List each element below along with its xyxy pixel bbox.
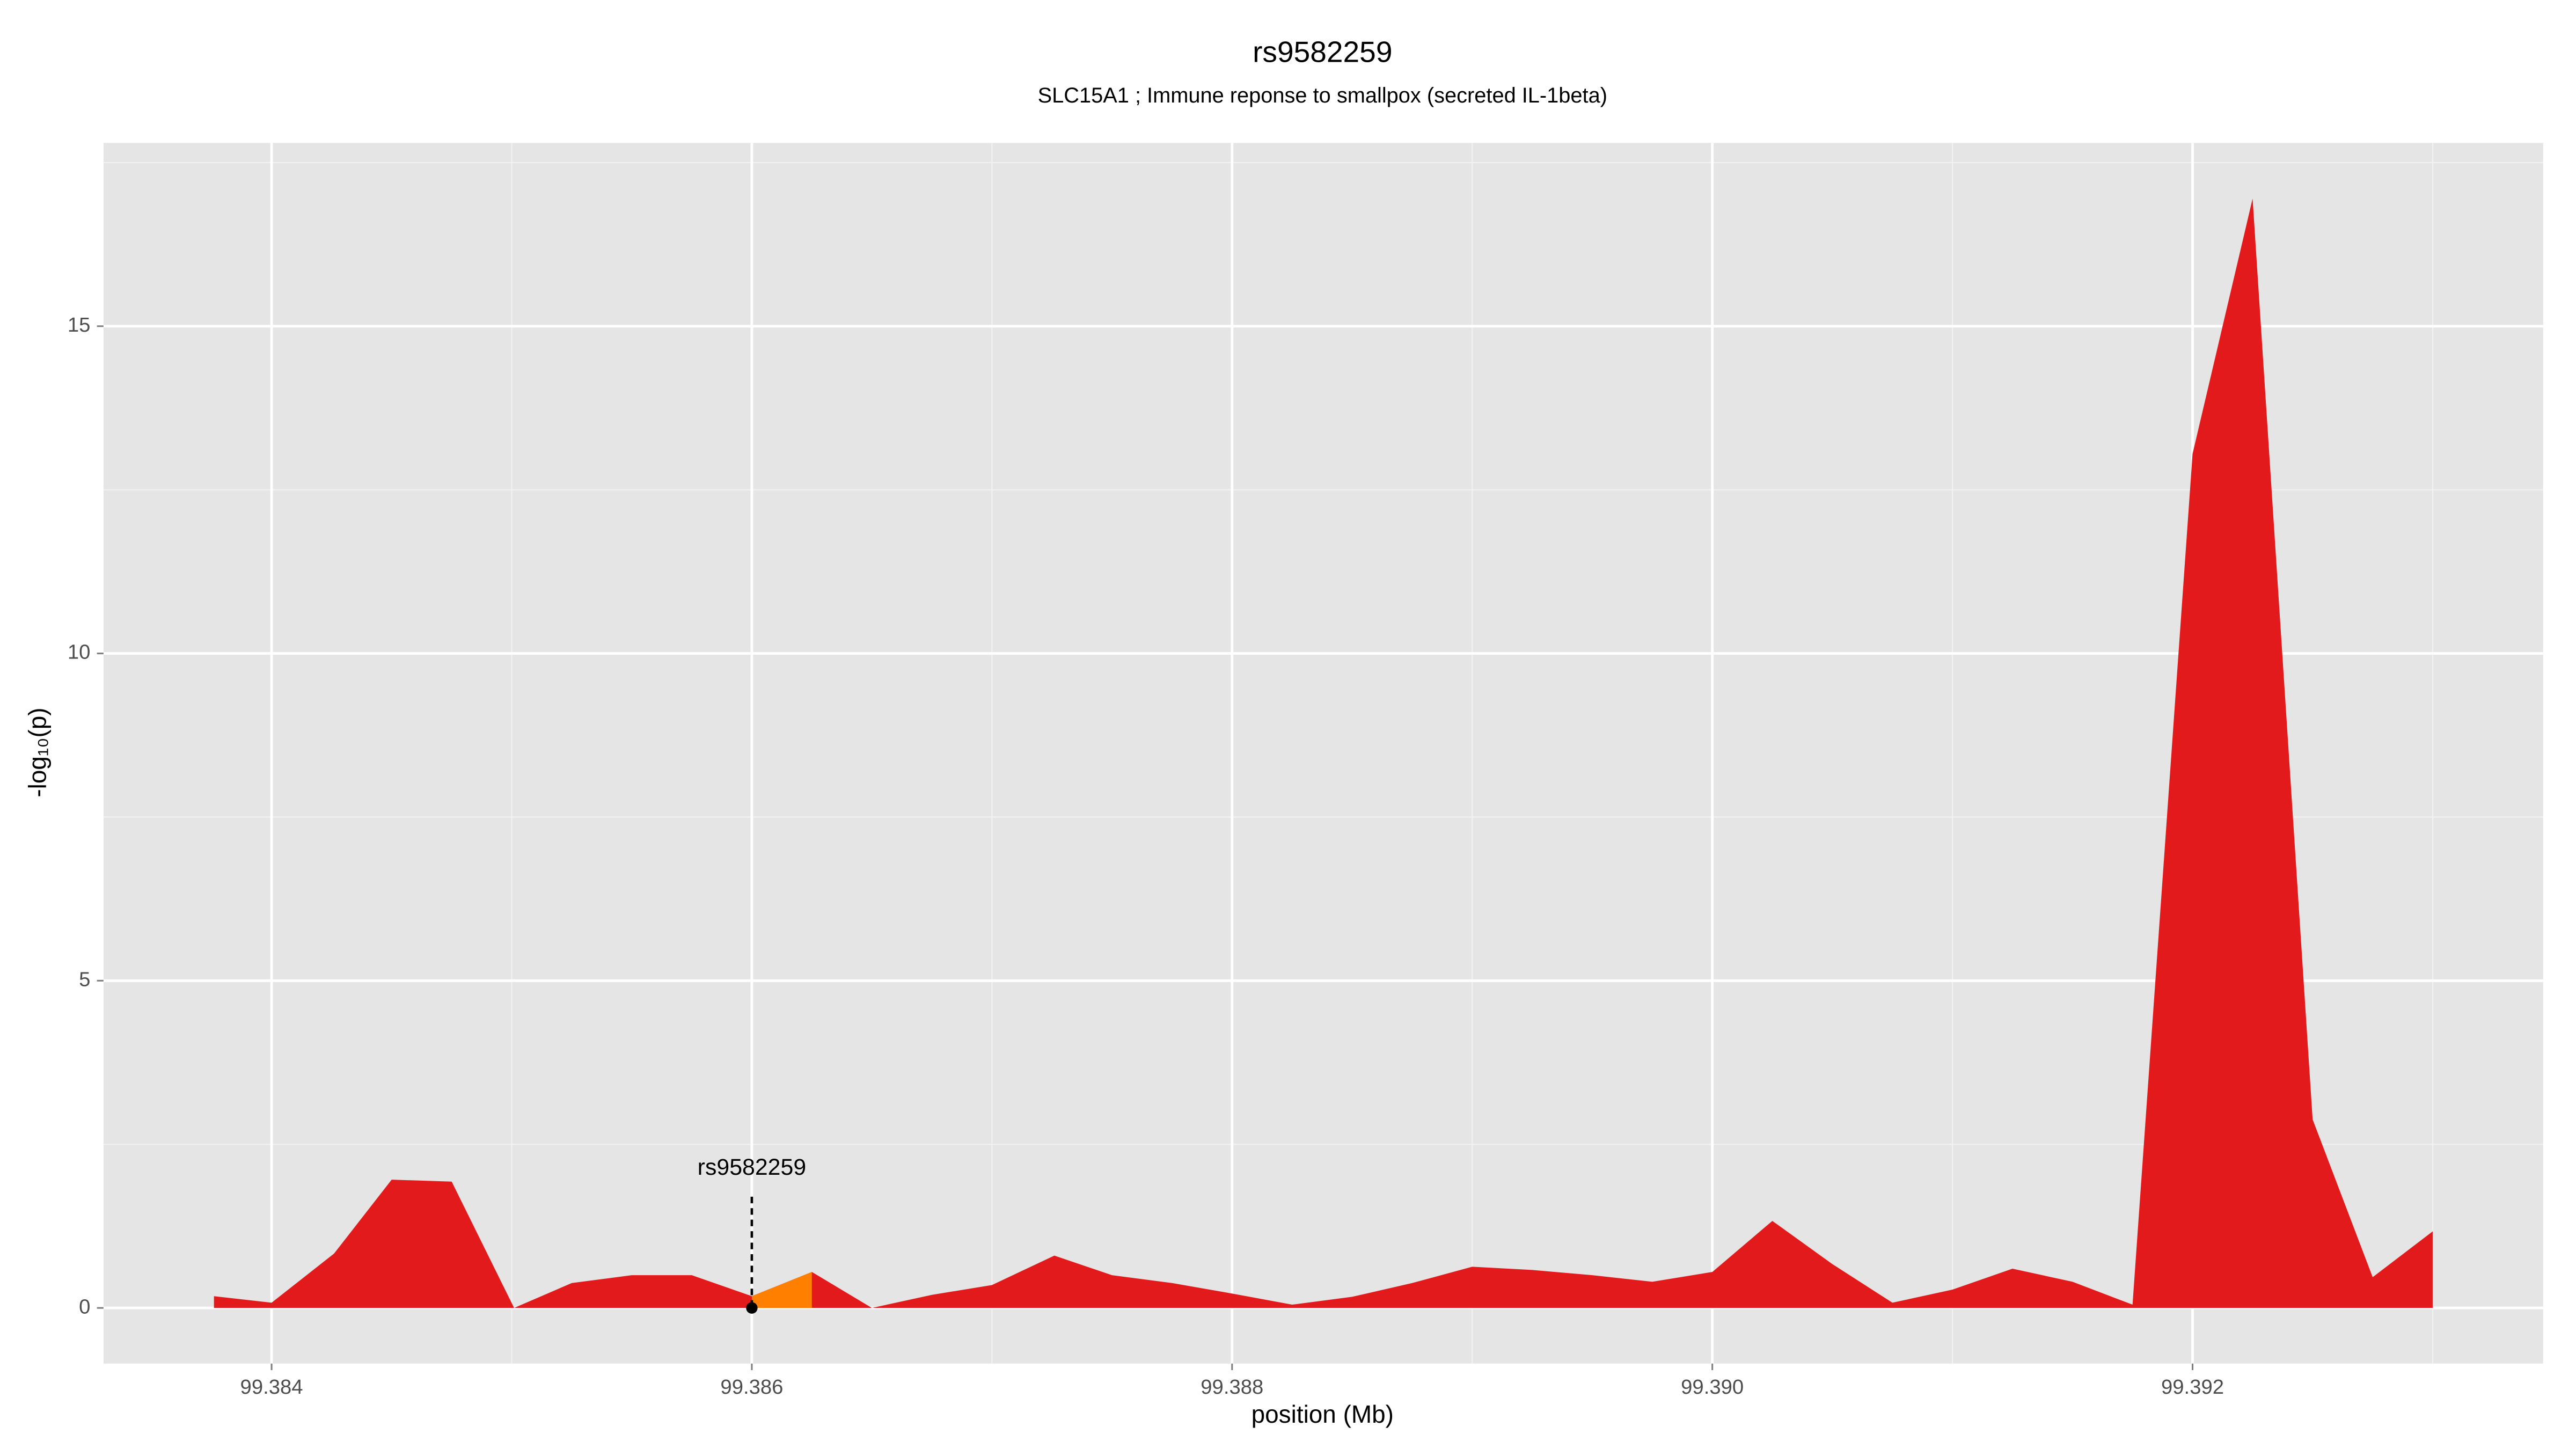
y-tick-label: 0 xyxy=(79,1295,90,1318)
area xyxy=(214,198,2433,1308)
x-axis-title: position (Mb) xyxy=(1252,1400,1394,1428)
annotation-point xyxy=(746,1302,758,1314)
y-tick-label: 5 xyxy=(79,968,90,991)
y-tick-label: 15 xyxy=(68,313,91,336)
chart-title: rs9582259 xyxy=(1253,35,1392,69)
x-tick-label: 99.384 xyxy=(240,1375,303,1399)
area xyxy=(751,1272,812,1308)
x-tick-label: 99.392 xyxy=(2161,1375,2224,1399)
x-tick-label: 99.390 xyxy=(1681,1375,1744,1399)
plot-background xyxy=(103,143,2543,1364)
annotation-label: rs9582259 xyxy=(698,1154,806,1180)
y-tick-label: 10 xyxy=(68,641,91,664)
y-axis-title: -log₁₀(p) xyxy=(24,707,52,797)
chart-subtitle: SLC15A1 ; Immune reponse to smallpox (se… xyxy=(1038,84,1607,107)
x-tick-label: 99.386 xyxy=(720,1375,783,1399)
x-tick-label: 99.388 xyxy=(1201,1375,1263,1399)
